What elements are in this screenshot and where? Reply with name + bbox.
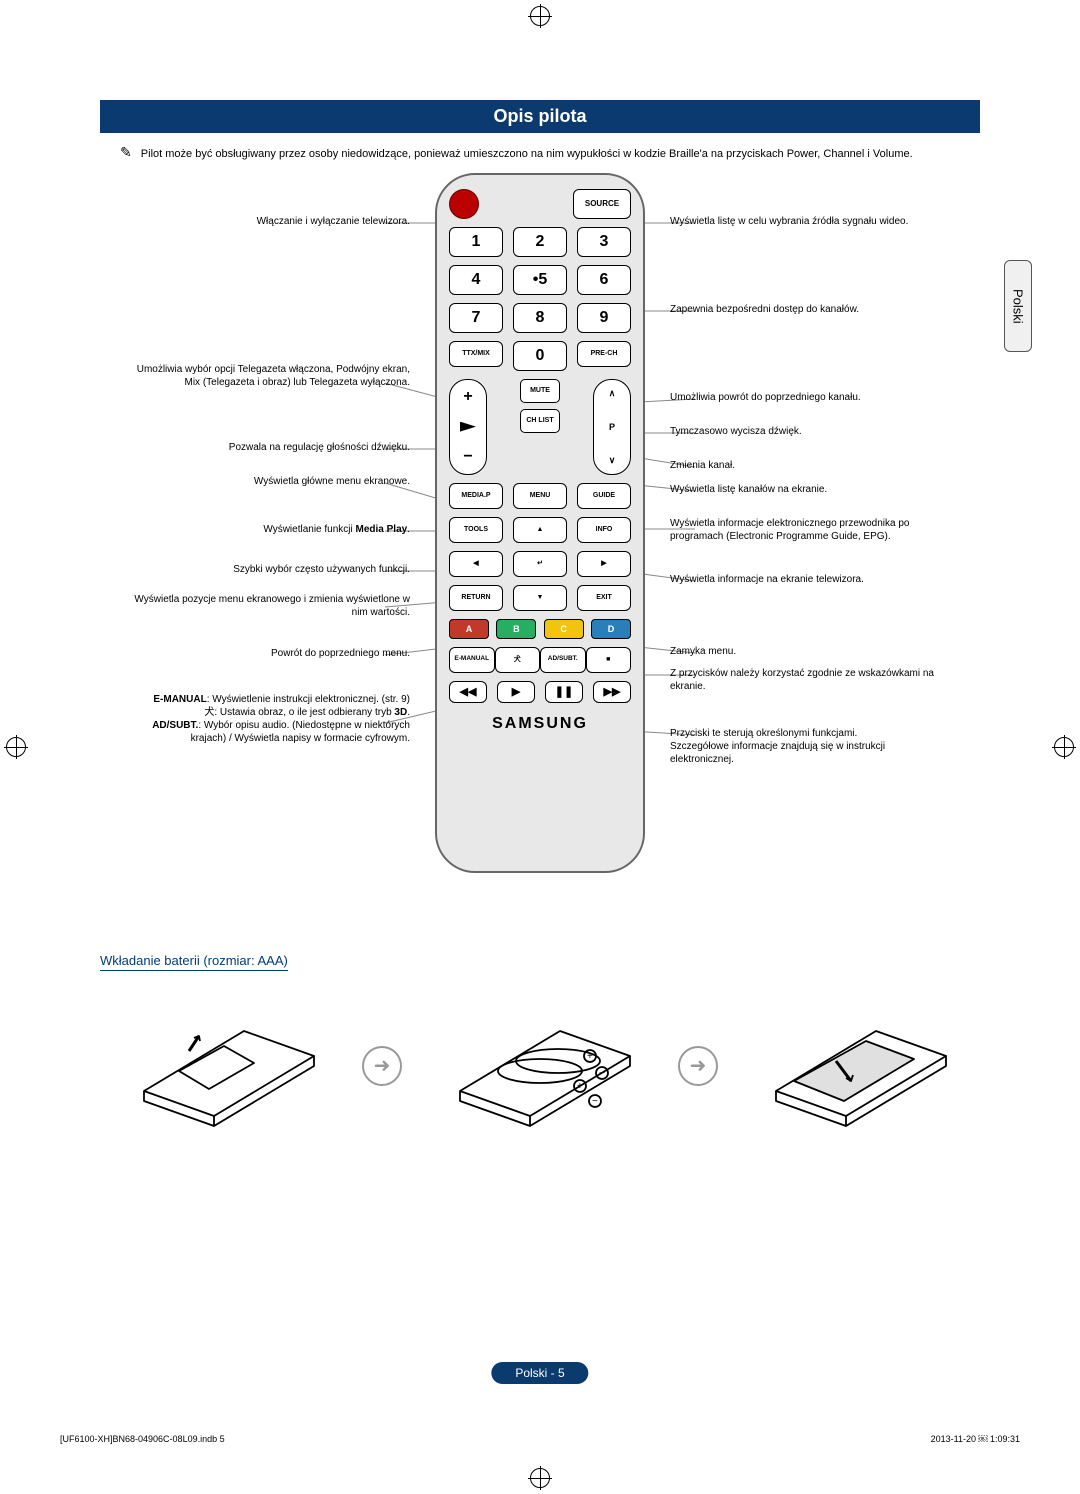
callout-label-left: Umożliwia wybór opcji Telegazeta włączon… [130,363,410,389]
callout-label-right: Umożliwia powrót do poprzedniego kanału. [670,391,950,404]
remote-illustration: SOURCE 123 4 •5 6 789 TTX/MIX 0 PRE-CH +− MU… [435,173,645,873]
callout-label-right: Wyświetla informacje elektronicznego prz… [670,517,950,543]
callout-label-right: Zapewnia bezpośredni dostęp do kanałów. [670,303,950,316]
prech-button: PRE-CH [577,341,631,367]
callout-label-right: Przyciski te sterują określonymi funkcja… [670,727,950,766]
callout-label-left: Szybki wybór często używanych funkcji. [130,563,410,576]
language-tab: Polski [1004,260,1032,352]
3d-button: ⽝ [495,647,541,673]
callout-label-left: Włączanie i wyłączanie telewizora. [130,215,410,228]
tools-button: TOOLS [449,517,503,543]
footer-filename: [UF6100-XH]BN68-04906C-08L09.indb 5 [60,1434,225,1444]
num-3: 3 [577,227,631,257]
volume-rocker: +− [449,379,487,475]
battery-illustrations: ➜ + − + − ➜ [100,1001,980,1131]
callout-label-left: Wyświetla główne menu ekranowe. [130,475,410,488]
callout-label-right: Wyświetla listę w celu wybrania źródła s… [670,215,950,228]
battery-step-1 [114,1001,334,1131]
ttx-button: TTX/MIX [449,341,503,367]
callout-label-right: Z przycisków należy korzystać zgodnie ze… [670,667,950,693]
chlist-button: CH LIST [520,409,560,433]
source-button: SOURCE [573,189,631,219]
page-number: Polski - 5 [491,1362,588,1384]
mute-button: MUTE [520,379,560,403]
remote-body: SOURCE 123 4 •5 6 789 TTX/MIX 0 PRE-CH +− MU… [435,173,645,873]
num-9: 9 [577,303,631,333]
footer-timestamp: 2013-11-20 ￼ 1:09:31 [931,1434,1020,1444]
left-button: ◀ [449,551,503,577]
arrow-icon: ➜ [678,1046,718,1086]
svg-text:−: − [592,1096,598,1107]
menu-button: MENU [513,483,567,509]
up-button: ▲ [513,517,567,543]
info-button: INFO [577,517,631,543]
callout-label-left: E-MANUAL: Wyświetlenie instrukcji elektr… [130,693,410,745]
callout-label-left: Wyświetlanie funkcji Media Play. [130,523,410,536]
mediap-button: MEDIA.P [449,483,503,509]
color-button-b: B [496,619,536,639]
pause-button: ❚❚ [545,681,583,703]
color-button-c: C [544,619,584,639]
brand-label: SAMSUNG [449,715,631,733]
num-5: •5 [513,265,567,295]
language-label: Polski [1011,289,1026,324]
power-button [449,189,479,219]
num-4: 4 [449,265,503,295]
rewind-button: ◀◀ [449,681,487,703]
forward-button: ▶▶ [593,681,631,703]
note-text: ✎ Pilot może być obsługiwany przez osoby… [120,143,980,163]
callout-label-right: Wyświetla listę kanałów na ekranie. [670,483,950,496]
battery-section-title: Wkładanie baterii (rozmiar: AAA) [100,953,288,971]
exit-button: EXIT [577,585,631,611]
return-button: RETURN [449,585,503,611]
emanual-button: E-MANUAL [449,647,495,673]
remote-diagram: Włączanie i wyłączanie telewizora. Umożli… [90,173,990,893]
color-button-d: D [591,619,631,639]
num-7: 7 [449,303,503,333]
battery-step-2: + − + − [430,1001,650,1131]
callout-label-right: Tymczasowo wycisza dźwięk. [670,425,950,438]
section-title: Opis pilota [100,100,980,133]
callout-label-right: Zmienia kanał. [670,459,950,472]
svg-text:−: − [599,1068,605,1079]
callout-label-left: Wyświetla pozycje menu ekranowego i zmie… [130,593,410,619]
battery-step-3 [746,1001,966,1131]
note-content: Pilot może być obsługiwany przez osoby n… [141,148,913,160]
registration-mark [530,1468,550,1488]
adsubt-button: AD/SUBT. [540,647,586,673]
num-1: 1 [449,227,503,257]
registration-mark [1054,737,1074,757]
enter-button: ↵ [513,551,567,577]
play-button: ▶ [497,681,535,703]
registration-mark [530,6,550,26]
channel-rocker: ∧P∨ [593,379,631,475]
stop-button: ■ [586,647,632,673]
svg-text:+: + [577,1081,583,1092]
num-0: 0 [513,341,567,371]
num-2: 2 [513,227,567,257]
callout-label-left: Powrót do poprzedniego menu. [130,647,410,660]
right-button: ▶ [577,551,631,577]
num-6: 6 [577,265,631,295]
arrow-icon: ➜ [362,1046,402,1086]
guide-button: GUIDE [577,483,631,509]
callout-label-right: Zamyka menu. [670,645,950,658]
svg-text:+: + [587,1051,593,1062]
num-8: 8 [513,303,567,333]
down-button: ▼ [513,585,567,611]
registration-mark [6,737,26,757]
color-button-a: A [449,619,489,639]
callout-label-right: Wyświetla informacje na ekranie telewizo… [670,573,950,586]
note-icon: ✎ [120,144,132,160]
callout-label-left: Pozwala na regulację głośności dźwięku. [130,441,410,454]
